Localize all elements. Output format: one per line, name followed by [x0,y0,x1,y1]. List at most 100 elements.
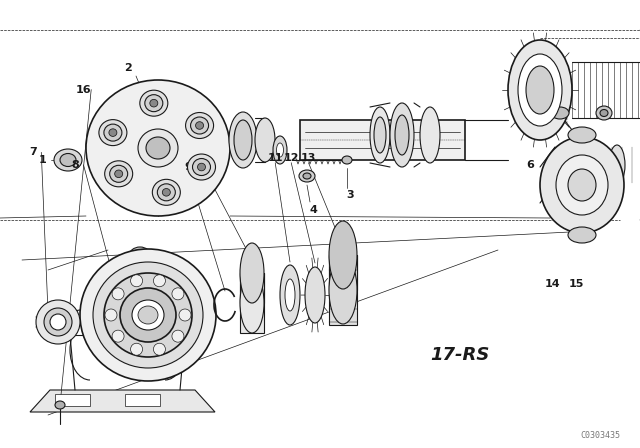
Circle shape [112,288,124,300]
Circle shape [179,309,191,321]
Ellipse shape [596,106,612,120]
Text: 1: 1 [39,155,47,165]
Ellipse shape [276,143,284,157]
Ellipse shape [299,170,315,182]
Ellipse shape [134,251,146,261]
Ellipse shape [196,122,204,129]
Ellipse shape [518,54,562,126]
Ellipse shape [104,273,192,357]
Ellipse shape [152,179,180,205]
Ellipse shape [86,80,230,216]
Ellipse shape [305,267,325,323]
Ellipse shape [188,154,216,180]
Text: 13: 13 [301,153,316,163]
Ellipse shape [132,300,164,330]
Bar [329,255,357,325]
Text: 8: 8 [72,160,79,170]
Ellipse shape [120,288,176,342]
Ellipse shape [138,129,178,167]
Ellipse shape [157,184,175,201]
Ellipse shape [564,145,580,185]
Ellipse shape [36,300,80,344]
Text: 11: 11 [268,153,283,163]
Ellipse shape [93,262,203,368]
Text: 16: 16 [76,85,91,95]
Ellipse shape [285,279,295,311]
Ellipse shape [129,247,151,265]
Ellipse shape [150,99,158,107]
Text: 10: 10 [198,162,214,172]
Ellipse shape [55,401,65,409]
Ellipse shape [80,249,216,381]
Ellipse shape [105,161,132,187]
Text: 14: 14 [545,280,560,289]
Ellipse shape [191,117,209,134]
Text: 9: 9 [185,162,193,172]
Ellipse shape [390,103,414,167]
Ellipse shape [163,189,170,196]
Ellipse shape [193,159,211,176]
Circle shape [172,330,184,342]
Text: 17-RS: 17-RS [430,346,490,364]
Ellipse shape [104,124,122,141]
Ellipse shape [229,112,257,168]
Ellipse shape [240,273,264,333]
Ellipse shape [556,155,608,215]
Text: 12: 12 [284,153,299,163]
Circle shape [172,288,184,300]
Ellipse shape [280,265,300,325]
Ellipse shape [273,136,287,164]
Bar [125,394,160,406]
Circle shape [131,275,143,287]
Bar [300,120,465,160]
Ellipse shape [584,145,600,185]
Ellipse shape [568,127,596,143]
Text: 2: 2 [124,63,132,73]
Ellipse shape [50,314,66,330]
Ellipse shape [568,169,596,201]
Ellipse shape [198,163,205,171]
Text: 6: 6 [526,160,534,170]
Ellipse shape [146,137,170,159]
Ellipse shape [600,109,608,116]
Circle shape [112,330,124,342]
Circle shape [154,343,165,355]
Ellipse shape [526,66,554,114]
Ellipse shape [303,173,311,179]
Text: 5: 5 [136,271,144,281]
Ellipse shape [609,145,625,185]
Ellipse shape [54,149,82,171]
Ellipse shape [540,137,624,233]
Ellipse shape [44,308,72,336]
Ellipse shape [145,95,163,112]
Ellipse shape [140,90,168,116]
Ellipse shape [508,40,572,140]
Ellipse shape [551,107,569,119]
Text: C0303435: C0303435 [580,431,620,439]
Text: 7: 7 [29,147,37,157]
Ellipse shape [186,112,214,138]
Ellipse shape [115,170,123,177]
Bar [240,273,264,333]
Ellipse shape [420,107,440,163]
Ellipse shape [109,165,128,182]
Ellipse shape [370,107,390,163]
Text: 15: 15 [568,280,584,289]
Ellipse shape [99,120,127,146]
Circle shape [105,309,117,321]
Circle shape [131,343,143,355]
Ellipse shape [240,243,264,303]
Ellipse shape [329,221,357,289]
Ellipse shape [60,154,76,167]
Ellipse shape [109,129,117,136]
Text: 4: 4 [309,205,317,215]
Polygon shape [30,390,215,412]
Ellipse shape [329,256,357,324]
Ellipse shape [395,115,409,155]
Ellipse shape [342,156,352,164]
Ellipse shape [138,306,158,324]
Bar [560,147,572,183]
Text: 3: 3 [346,190,354,200]
Bar [55,394,90,406]
Ellipse shape [374,117,386,153]
